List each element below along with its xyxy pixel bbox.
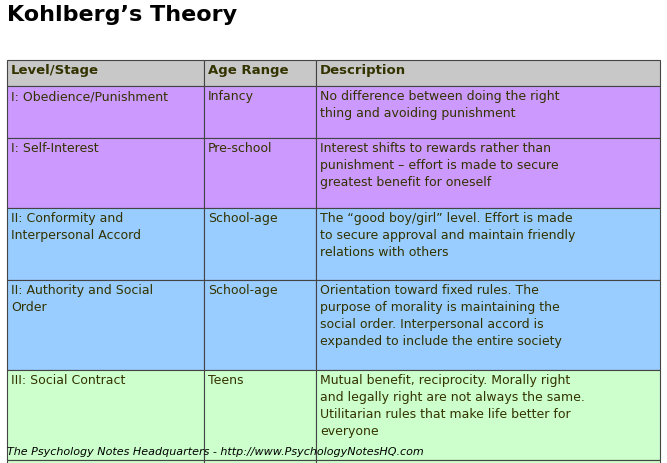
Bar bbox=[7, 138, 204, 208]
Text: No difference between doing the right
thing and avoiding punishment: No difference between doing the right th… bbox=[320, 90, 560, 120]
Bar bbox=[316, 208, 660, 280]
Bar bbox=[204, 86, 316, 138]
Bar bbox=[316, 370, 660, 460]
Bar bbox=[7, 208, 204, 280]
Text: Pre-school: Pre-school bbox=[208, 142, 273, 155]
Text: Age Range: Age Range bbox=[208, 64, 289, 77]
Text: Mutual benefit, reciprocity. Morally right
and legally right are not always the : Mutual benefit, reciprocity. Morally rig… bbox=[320, 374, 585, 438]
Bar bbox=[7, 280, 204, 370]
Bar bbox=[204, 208, 316, 280]
Bar bbox=[7, 370, 204, 460]
Text: The “good boy/girl” level. Effort is made
to secure approval and maintain friend: The “good boy/girl” level. Effort is mad… bbox=[320, 212, 576, 259]
Text: Interest shifts to rewards rather than
punishment – effort is made to secure
gre: Interest shifts to rewards rather than p… bbox=[320, 142, 559, 189]
Bar bbox=[316, 138, 660, 208]
Bar bbox=[7, 86, 204, 138]
Bar bbox=[316, 460, 660, 463]
Text: School-age: School-age bbox=[208, 212, 277, 225]
Text: II: Conformity and
Interpersonal Accord: II: Conformity and Interpersonal Accord bbox=[11, 212, 141, 242]
Text: Infancy: Infancy bbox=[208, 90, 254, 103]
Bar bbox=[204, 60, 316, 86]
Text: Description: Description bbox=[320, 64, 406, 77]
Text: I: Obedience/Punishment: I: Obedience/Punishment bbox=[11, 90, 168, 103]
Text: Teens: Teens bbox=[208, 374, 243, 387]
Text: The Psychology Notes Headquarters - http://www.PsychologyNotesHQ.com: The Psychology Notes Headquarters - http… bbox=[7, 447, 424, 457]
Text: II: Authority and Social
Order: II: Authority and Social Order bbox=[11, 284, 153, 314]
Bar bbox=[316, 60, 660, 86]
Bar bbox=[204, 280, 316, 370]
Bar bbox=[204, 138, 316, 208]
Bar bbox=[204, 370, 316, 460]
Bar bbox=[316, 86, 660, 138]
Text: III: Social Contract: III: Social Contract bbox=[11, 374, 125, 387]
Text: Orientation toward fixed rules. The
purpose of morality is maintaining the
socia: Orientation toward fixed rules. The purp… bbox=[320, 284, 562, 348]
Text: Level/Stage: Level/Stage bbox=[11, 64, 99, 77]
Text: Kohlberg’s Theory: Kohlberg’s Theory bbox=[7, 5, 237, 25]
Text: I: Self-Interest: I: Self-Interest bbox=[11, 142, 99, 155]
Bar bbox=[7, 460, 204, 463]
Text: School-age: School-age bbox=[208, 284, 277, 297]
Bar bbox=[204, 460, 316, 463]
Bar bbox=[7, 60, 204, 86]
Bar bbox=[316, 280, 660, 370]
